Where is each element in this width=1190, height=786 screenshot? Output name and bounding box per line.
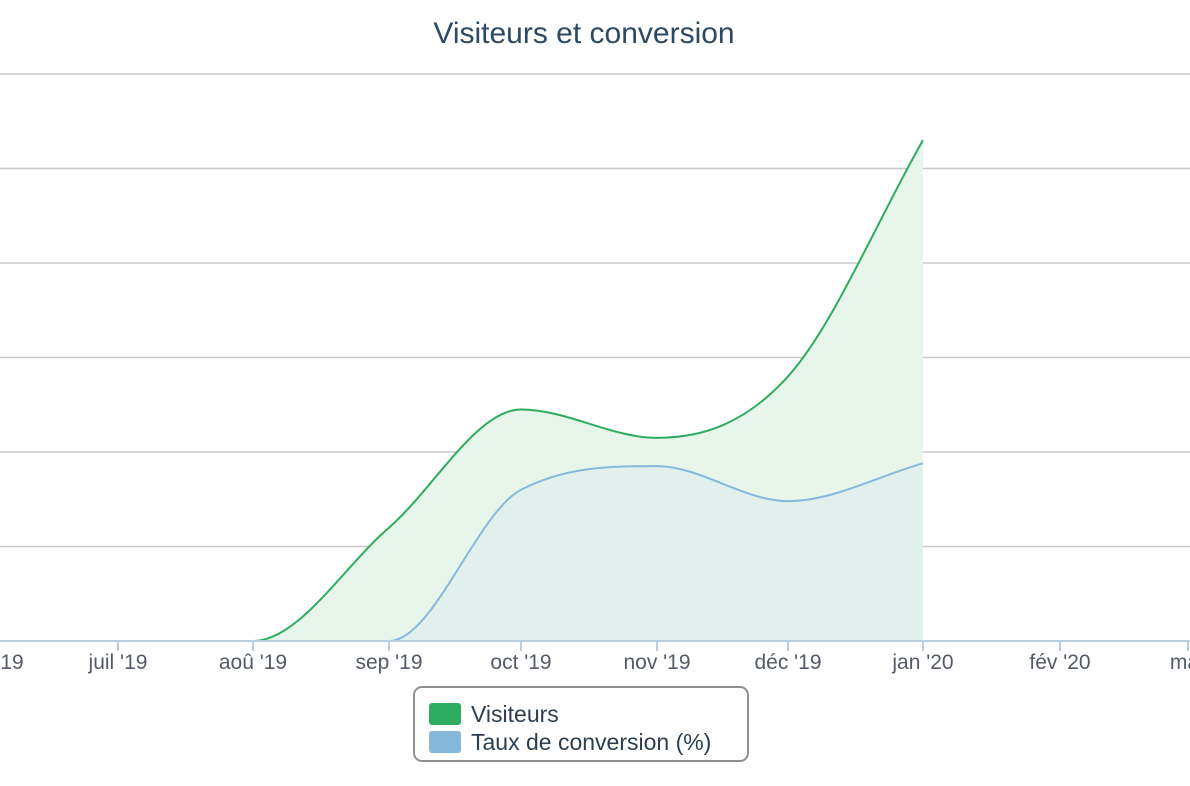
x-axis: 19 juil '19 aoû '19 sep '19 oct '19 nov '19 dé… (0, 640, 1190, 674)
legend: Visiteurs Taux de conversion (%) (413, 686, 749, 762)
x-tick-label: 19 (0, 651, 23, 674)
x-tick-label: déc '19 (754, 651, 821, 674)
legend-swatch-visiteurs (429, 703, 461, 725)
chart-title: Visiteurs et conversion (433, 17, 734, 50)
grid (0, 73, 1190, 548)
x-tick-label: aoû '19 (219, 651, 287, 674)
x-tick-label: oct '19 (490, 651, 551, 674)
x-tick-label: nov '19 (623, 651, 690, 674)
legend-label-visiteurs: Visiteurs (471, 700, 559, 727)
x-tick-label: jan '20 (891, 651, 953, 674)
legend-item-visiteurs[interactable]: Visiteurs (429, 701, 559, 727)
area-conversion (0, 463, 923, 642)
x-tick-label: juil '19 (88, 651, 148, 674)
x-tick-label: mar (1170, 651, 1190, 674)
x-tick-label: fév '20 (1029, 651, 1090, 674)
legend-item-conversion[interactable]: Taux de conversion (%) (429, 729, 711, 755)
legend-label-conversion: Taux de conversion (%) (471, 728, 712, 755)
plot-area (0, 139, 924, 643)
x-tick-label: sep '19 (355, 651, 422, 674)
legend-swatch-conversion (429, 731, 461, 753)
